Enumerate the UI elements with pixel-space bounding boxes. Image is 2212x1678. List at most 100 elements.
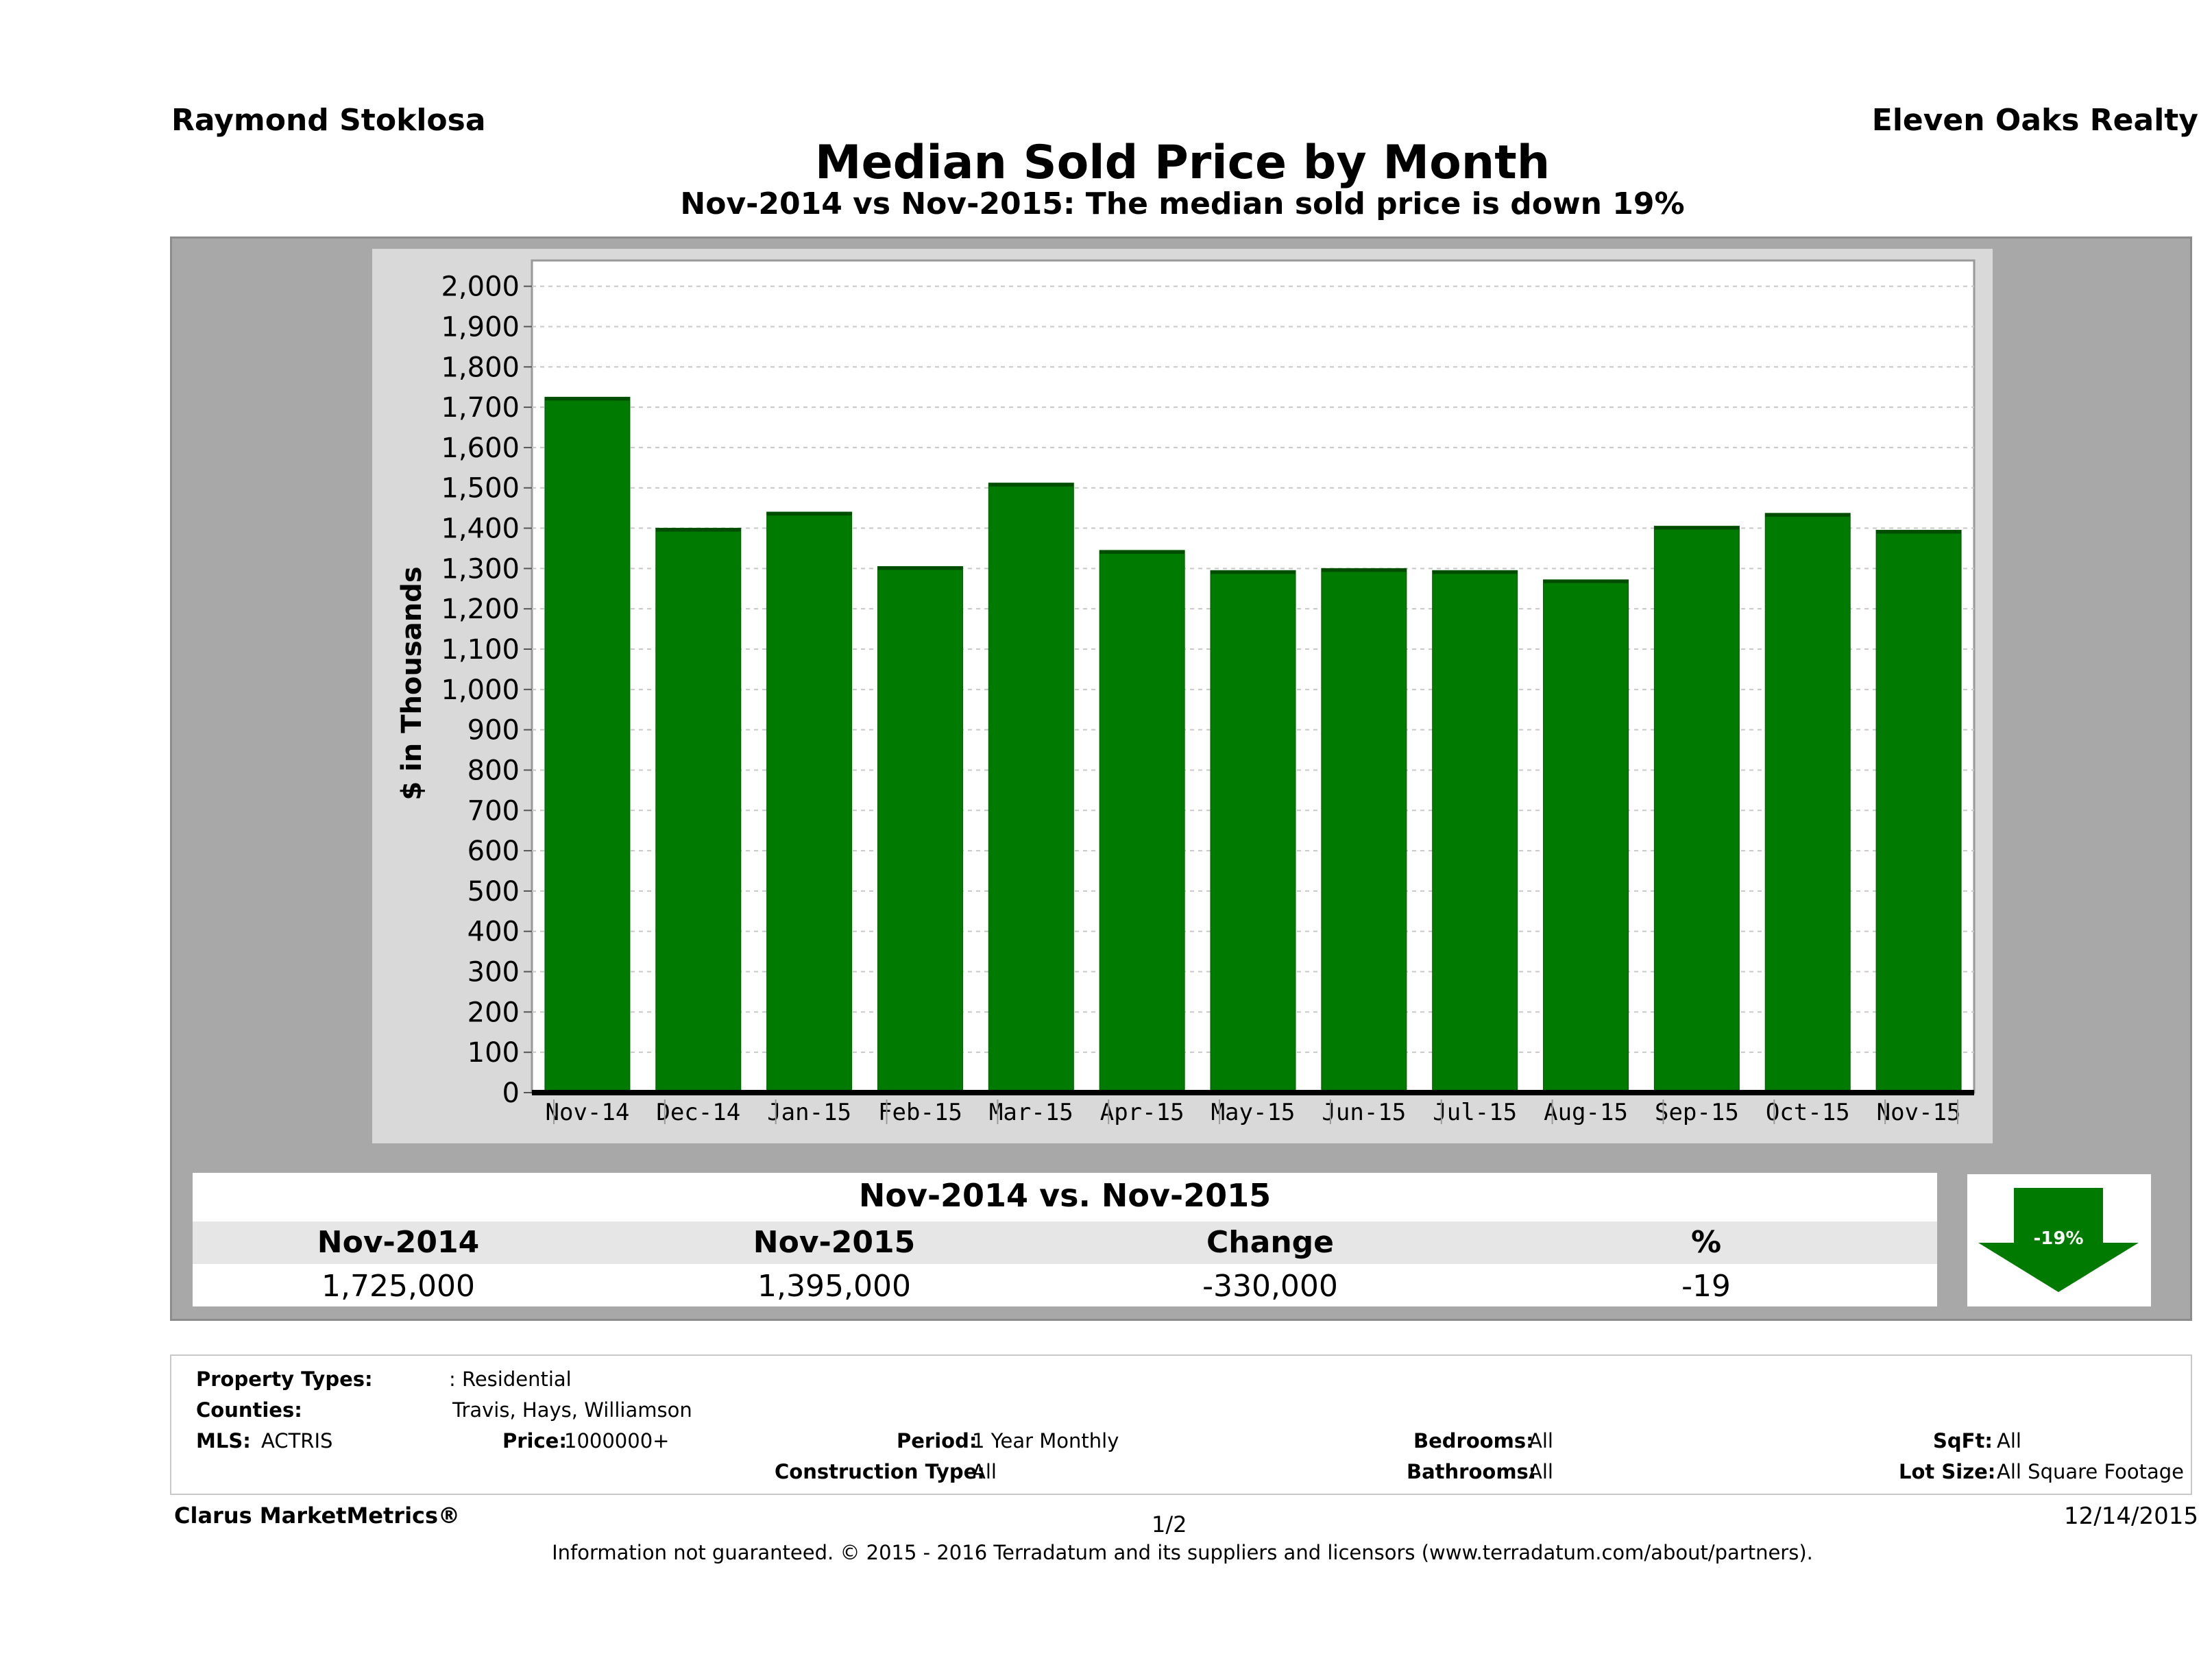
value-percent: -19 xyxy=(1681,1269,1731,1304)
y-tick-label: 700 xyxy=(467,795,520,827)
bar xyxy=(766,511,853,1093)
mls-label: MLS: xyxy=(196,1429,251,1452)
x-tick-label: Nov-15 xyxy=(1877,1099,1961,1126)
disclaimer: Information not guaranteed. © 2015 - 201… xyxy=(552,1541,1813,1564)
lot-size-label: Lot Size: xyxy=(1899,1460,1996,1483)
y-tick-label: 1,000 xyxy=(441,674,520,706)
filter-criteria-box xyxy=(170,1354,2192,1495)
bar xyxy=(877,566,963,1093)
bar xyxy=(544,396,631,1093)
header-percent: % xyxy=(1690,1225,1722,1260)
bathrooms-value: All xyxy=(1529,1460,1553,1483)
x-tick-label: Feb-15 xyxy=(878,1099,962,1126)
bar xyxy=(1321,568,1407,1093)
bar-top-edge xyxy=(1876,530,1962,534)
y-tick-label: 0 xyxy=(502,1078,520,1109)
y-tick-label: 1,800 xyxy=(441,352,520,383)
y-tick-label: 800 xyxy=(467,755,520,786)
price-value: 1000000+ xyxy=(564,1429,670,1452)
y-tick-label: 1,900 xyxy=(441,311,520,343)
bar xyxy=(1210,570,1296,1093)
header-nov-2015: Nov-2015 xyxy=(753,1225,916,1260)
bedrooms-label: Bedrooms: xyxy=(1413,1429,1534,1452)
bar-top-edge xyxy=(988,483,1074,487)
bar-top-edge xyxy=(1765,513,1851,517)
x-tick-label: Mar-15 xyxy=(989,1099,1073,1126)
y-tick-label: 1,700 xyxy=(441,392,520,424)
y-tick-label: 1,100 xyxy=(441,634,520,666)
price-label: Price: xyxy=(502,1429,567,1452)
x-tick-label: Jul-15 xyxy=(1433,1099,1517,1126)
bar-top-edge xyxy=(544,397,630,401)
bar xyxy=(1653,526,1740,1093)
property-types-value: : Residential xyxy=(449,1367,572,1391)
bar-top-edge xyxy=(766,512,852,516)
report-date: 12/14/2015 xyxy=(2064,1503,2198,1530)
bar xyxy=(655,528,742,1093)
y-tick-label: 900 xyxy=(467,715,520,746)
y-tick-label: 300 xyxy=(467,957,520,988)
bar-top-edge xyxy=(1654,526,1740,530)
change-badge-label: -19% xyxy=(2033,1228,2083,1249)
bar xyxy=(1432,570,1518,1093)
lot-size-value: All Square Footage xyxy=(1997,1460,2185,1483)
bar xyxy=(1099,550,1185,1093)
x-tick-label: May-15 xyxy=(1211,1099,1296,1126)
header-change: Change xyxy=(1206,1225,1334,1260)
header-nov-2014: Nov-2014 xyxy=(317,1225,480,1260)
y-tick-label: 1,400 xyxy=(441,513,520,545)
bar-top-edge xyxy=(1432,570,1518,574)
x-tick-label: Jun-15 xyxy=(1322,1099,1406,1126)
period-label: Period: xyxy=(897,1429,977,1452)
y-tick-label: 1,500 xyxy=(441,473,520,504)
bathrooms-label: Bathrooms: xyxy=(1407,1460,1537,1483)
brokerage-name: Eleven Oaks Realty xyxy=(1871,103,2198,138)
x-tick-label: Dec-14 xyxy=(656,1099,740,1126)
mls-value: ACTRIS xyxy=(261,1429,333,1452)
x-tick-label: Nov-14 xyxy=(546,1099,630,1126)
y-tick-label: 2,000 xyxy=(441,271,520,303)
y-tick-label: 1,300 xyxy=(441,553,520,585)
bar xyxy=(1543,579,1629,1093)
y-tick-label: 600 xyxy=(467,836,520,867)
sqft-label: SqFt: xyxy=(1933,1429,1993,1452)
page-title: Median Sold Price by Month xyxy=(814,136,1551,190)
y-tick-label: 200 xyxy=(467,997,520,1028)
y-tick-label: 400 xyxy=(467,916,520,948)
x-tick-label: Aug-15 xyxy=(1544,1099,1628,1126)
bar-top-edge xyxy=(655,528,741,532)
bar xyxy=(1764,513,1851,1093)
bar xyxy=(988,483,1074,1093)
x-tick-label: Jan-15 xyxy=(767,1099,851,1126)
comparison-value-row: 1,725,000 1,395,000 -330,000 -19 xyxy=(193,1267,1937,1306)
y-tick-label: 500 xyxy=(467,876,520,908)
bar-top-edge xyxy=(1321,568,1407,572)
y-tick-label: 1,600 xyxy=(441,433,520,464)
footer-brand: Clarus MarketMetrics® xyxy=(174,1503,461,1529)
bar-top-edge xyxy=(1099,550,1185,554)
page-subtitle: Nov-2014 vs Nov-2015: The median sold pr… xyxy=(680,186,1685,221)
property-types-label: Property Types: xyxy=(196,1367,373,1391)
x-tick-label: Apr-15 xyxy=(1100,1099,1184,1126)
bar xyxy=(1875,529,1962,1093)
period-value: 1 Year Monthly xyxy=(972,1429,1119,1452)
bedrooms-value: All xyxy=(1529,1429,1553,1452)
bar-top-edge xyxy=(1211,570,1296,574)
value-nov-2014: 1,725,000 xyxy=(321,1269,475,1304)
page-number: 1/2 xyxy=(1152,1511,1187,1537)
bar-top-edge xyxy=(877,566,963,570)
value-change: -330,000 xyxy=(1202,1269,1338,1304)
counties-value: Travis, Hays, Williamson xyxy=(452,1398,692,1422)
down-arrow-icon: -19% xyxy=(1978,1188,2139,1292)
construction-type-label: Construction Type: xyxy=(775,1460,985,1483)
counties-label: Counties: xyxy=(196,1398,302,1422)
agent-name: Raymond Stoklosa xyxy=(171,103,486,138)
change-badge: -19% xyxy=(1967,1174,2151,1306)
comparison-title: Nov-2014 vs. Nov-2015 xyxy=(193,1173,1937,1218)
y-tick-label: 1,200 xyxy=(441,594,520,625)
x-tick-label: Oct-15 xyxy=(1766,1099,1850,1126)
y-tick-label: 100 xyxy=(467,1037,520,1069)
comparison-header-row: Nov-2014 Nov-2015 Change % xyxy=(193,1221,1937,1264)
y-axis-title: $ in Thousands xyxy=(396,566,428,800)
value-nov-2015: 1,395,000 xyxy=(757,1269,911,1304)
